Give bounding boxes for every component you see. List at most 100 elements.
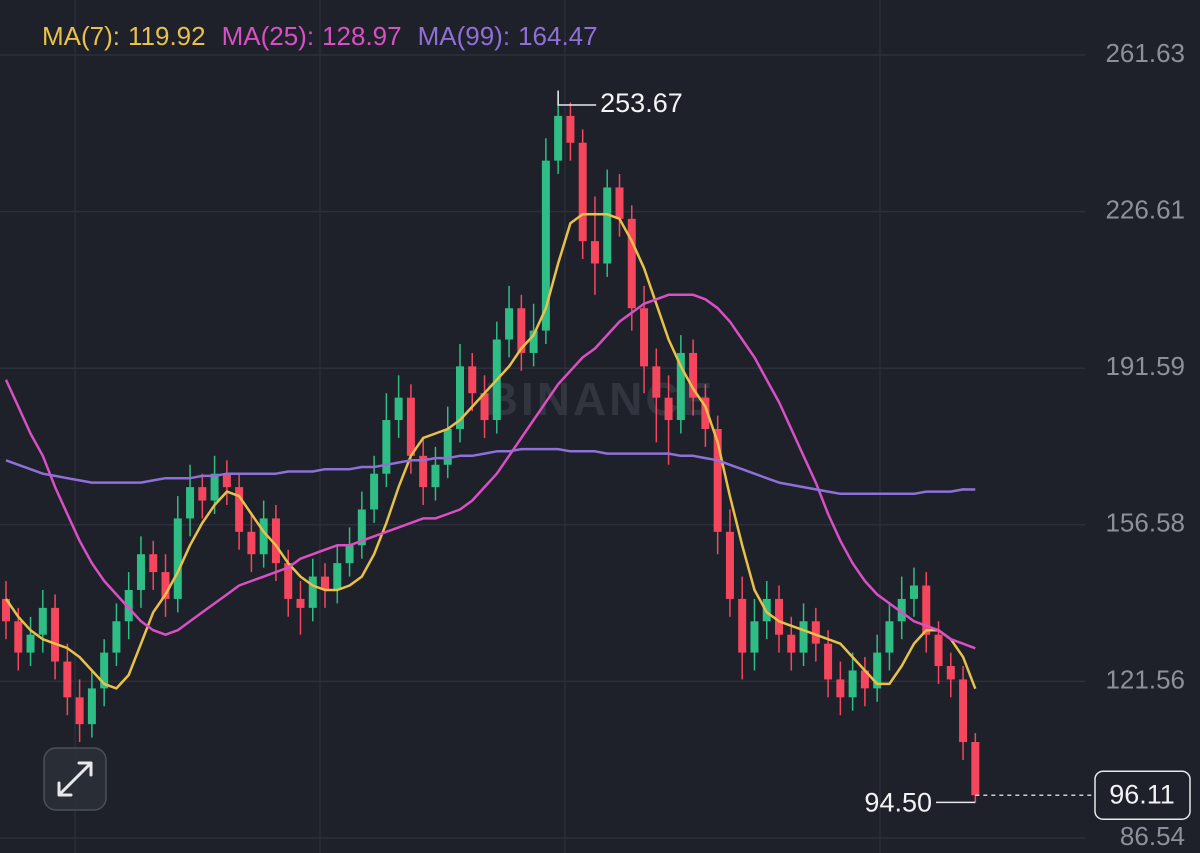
legend-value: 128.97 [322, 21, 402, 51]
y-tick-label: 156.58 [1105, 508, 1185, 538]
candle-body [321, 576, 330, 590]
candle-body [419, 455, 428, 488]
legend-entry: MA(25): 128.97 [222, 21, 402, 51]
candle-body [787, 634, 796, 653]
candle-body [959, 679, 968, 743]
candle-body [811, 621, 820, 644]
ma-line [5, 447, 976, 496]
y-tick-label: 261.63 [1105, 38, 1185, 68]
candle-body [909, 585, 918, 599]
candle-body [308, 576, 317, 608]
candle-body [75, 697, 84, 725]
expand-button[interactable] [43, 747, 107, 811]
legend: MA(7): 119.92 MA(25): 128.97 MA(99): 164.47 [42, 21, 598, 51]
candle-body [100, 652, 109, 689]
candle-body [370, 473, 379, 510]
legend-value: 164.47 [518, 21, 598, 51]
watermark: BINANCE [485, 373, 716, 425]
legend-name: MA(99): [418, 21, 510, 51]
candle-body [210, 473, 219, 501]
candle-body [235, 487, 244, 532]
candle-body [112, 621, 121, 653]
candle-body [87, 688, 96, 725]
candle-body [517, 308, 526, 353]
last-price-box [1094, 770, 1191, 820]
candle-body [14, 621, 23, 653]
legend-value: 119.92 [128, 21, 206, 51]
candle-body [590, 241, 599, 264]
candle-body [873, 652, 882, 689]
candle-body [505, 308, 514, 340]
candle-body [946, 666, 955, 680]
candle-body [198, 487, 207, 501]
max-leader [557, 90, 597, 106]
last-price-label: 96.11 [1109, 779, 1175, 809]
candle-body [652, 366, 661, 398]
candle-body [603, 187, 612, 264]
candle-body [689, 352, 698, 398]
candle-body [971, 742, 980, 796]
candle-body [296, 598, 305, 608]
candle-body [701, 397, 710, 429]
candle-body [443, 428, 452, 465]
candle-body [345, 545, 354, 564]
legend-entry: MA(99): 164.47 [418, 21, 598, 51]
expand-icon[interactable] [57, 761, 93, 797]
candle-body [124, 589, 133, 622]
candle-body [333, 563, 342, 590]
candle-body [468, 366, 477, 394]
candle-body [431, 464, 440, 488]
candle-body [725, 531, 734, 599]
legend-name: MA(25): [222, 21, 314, 51]
ma-line [4, 213, 977, 690]
candle-body [136, 554, 145, 590]
candle-body [799, 621, 808, 653]
candle-body [775, 598, 784, 635]
candle-body [406, 397, 415, 456]
y-tick-label: 191.59 [1105, 351, 1185, 381]
candle-body [480, 393, 489, 421]
candle-body [713, 428, 722, 532]
candle-body [615, 187, 624, 219]
candle-body [529, 330, 538, 353]
candle-body [554, 115, 563, 161]
candle-body [640, 308, 649, 367]
candle-body [51, 607, 60, 662]
y-tick-label: 121.56 [1105, 664, 1185, 694]
candle-body [394, 397, 403, 421]
candle-body [541, 160, 550, 331]
y-tick-label: 86.54 [1120, 821, 1185, 851]
candle-body [173, 518, 182, 599]
min-label: 94.50 [864, 788, 932, 818]
candle-body [578, 142, 587, 242]
candle-body [824, 643, 833, 680]
candle-body [247, 531, 256, 555]
candle-body [357, 509, 366, 546]
candle-body [2, 598, 10, 622]
legend-name: MA(7): [42, 21, 120, 51]
candle-body [897, 598, 906, 622]
candle-body [676, 352, 685, 421]
candle-body [455, 366, 464, 429]
candle-body [186, 487, 195, 519]
candle-body [222, 473, 231, 488]
candle-body [149, 554, 158, 573]
candle-body [284, 563, 293, 599]
candle-body [26, 634, 35, 653]
candle-body [627, 218, 636, 309]
candle-body [63, 661, 72, 698]
ma-line [4, 293, 976, 650]
candle-body [922, 585, 931, 635]
candle-body [848, 670, 857, 698]
candle-body [259, 518, 268, 555]
legend-entry: MA(7): 119.92 [42, 21, 206, 51]
candle-body [860, 670, 869, 689]
candle-body [738, 598, 747, 653]
max-label: 253.67 [600, 88, 683, 118]
candle-body [161, 572, 170, 599]
candle-body [38, 607, 47, 635]
candle-body [934, 634, 943, 667]
